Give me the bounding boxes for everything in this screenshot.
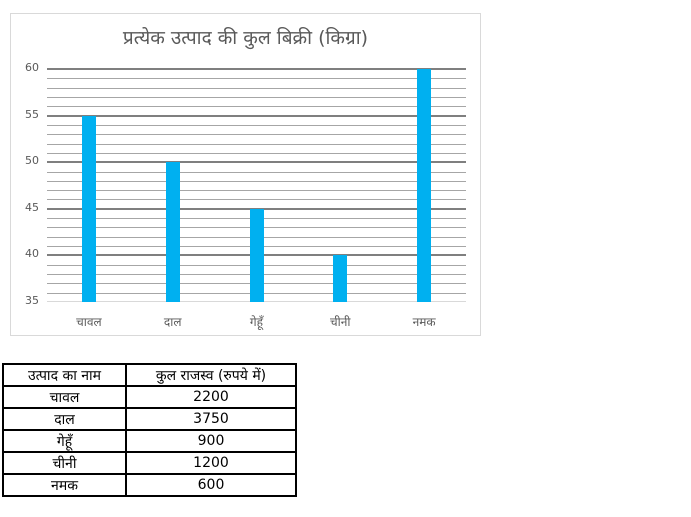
table-row: चावल 2200 [2, 385, 297, 409]
x-axis-tick-label: दाल [163, 315, 182, 329]
major-gridline [47, 114, 466, 117]
minor-gridline [47, 199, 466, 201]
product-name-cell: चावल [2, 385, 127, 409]
major-gridline [47, 68, 466, 70]
bar [249, 208, 264, 302]
revenue-table: उत्पाद का नाम कुल राजस्व (रुपये में) चाव… [2, 363, 297, 497]
column-header-product: उत्पाद का नाम [2, 363, 127, 387]
x-axis-tick-label: चावल [76, 315, 102, 329]
chart-title: प्रत्येक उत्पाद की कुल बिक्री (किग्रा) [122, 27, 369, 49]
minor-gridline [47, 87, 466, 89]
table-row: दाल 3750 [2, 407, 297, 431]
y-axis-tick-label: 50 [25, 154, 39, 168]
y-axis-tick-label: 40 [25, 247, 39, 261]
minor-gridline [47, 171, 466, 173]
revenue-cell: 600 [125, 473, 297, 497]
x-axis-tick-label: गेहूँ [249, 315, 264, 329]
x-axis-tick-label: चीनी [330, 315, 351, 329]
minor-gridline [47, 106, 466, 108]
minor-gridline [47, 152, 466, 154]
product-name-cell: दाल [2, 407, 127, 431]
table-row: गेहूँ 900 [2, 429, 297, 453]
table-row: नमक 600 [2, 473, 297, 497]
minor-gridline [47, 134, 466, 136]
minor-gridline [47, 143, 466, 145]
product-name-cell: गेहूँ [2, 429, 127, 453]
major-gridline [47, 161, 466, 164]
product-name-cell: नमक [2, 473, 127, 497]
chart-container: प्रत्येक उत्पाद की कुल बिक्री (किग्रा) 3… [10, 13, 481, 336]
bar [165, 162, 180, 302]
table-row: चीनी 1200 [2, 451, 297, 475]
x-axis-tick-label: नमक [412, 315, 436, 329]
revenue-cell: 3750 [125, 407, 297, 431]
revenue-cell: 1200 [125, 451, 297, 475]
revenue-cell: 900 [125, 429, 297, 453]
minor-gridline [47, 96, 466, 98]
minor-gridline [47, 124, 466, 126]
revenue-cell: 2200 [125, 385, 297, 409]
product-name-cell: चीनी [2, 451, 127, 475]
bar [81, 115, 96, 302]
table-header-row: उत्पाद का नाम कुल राजस्व (रुपये में) [2, 363, 297, 387]
y-axis-tick-label: 35 [25, 294, 39, 307]
minor-gridline [47, 190, 466, 192]
y-axis-tick-label: 60 [25, 61, 39, 74]
minor-gridline [47, 78, 466, 80]
bar [333, 255, 348, 302]
column-header-revenue: कुल राजस्व (रुपये में) [125, 363, 297, 387]
plot-area: 35 40 45 50 55 60 चावल दाल गेहूँ चीनी नमक [25, 62, 466, 329]
bar [417, 69, 432, 302]
y-axis-tick-label: 45 [25, 200, 39, 214]
y-axis-tick-label: 55 [25, 107, 39, 121]
minor-gridline [47, 180, 466, 182]
